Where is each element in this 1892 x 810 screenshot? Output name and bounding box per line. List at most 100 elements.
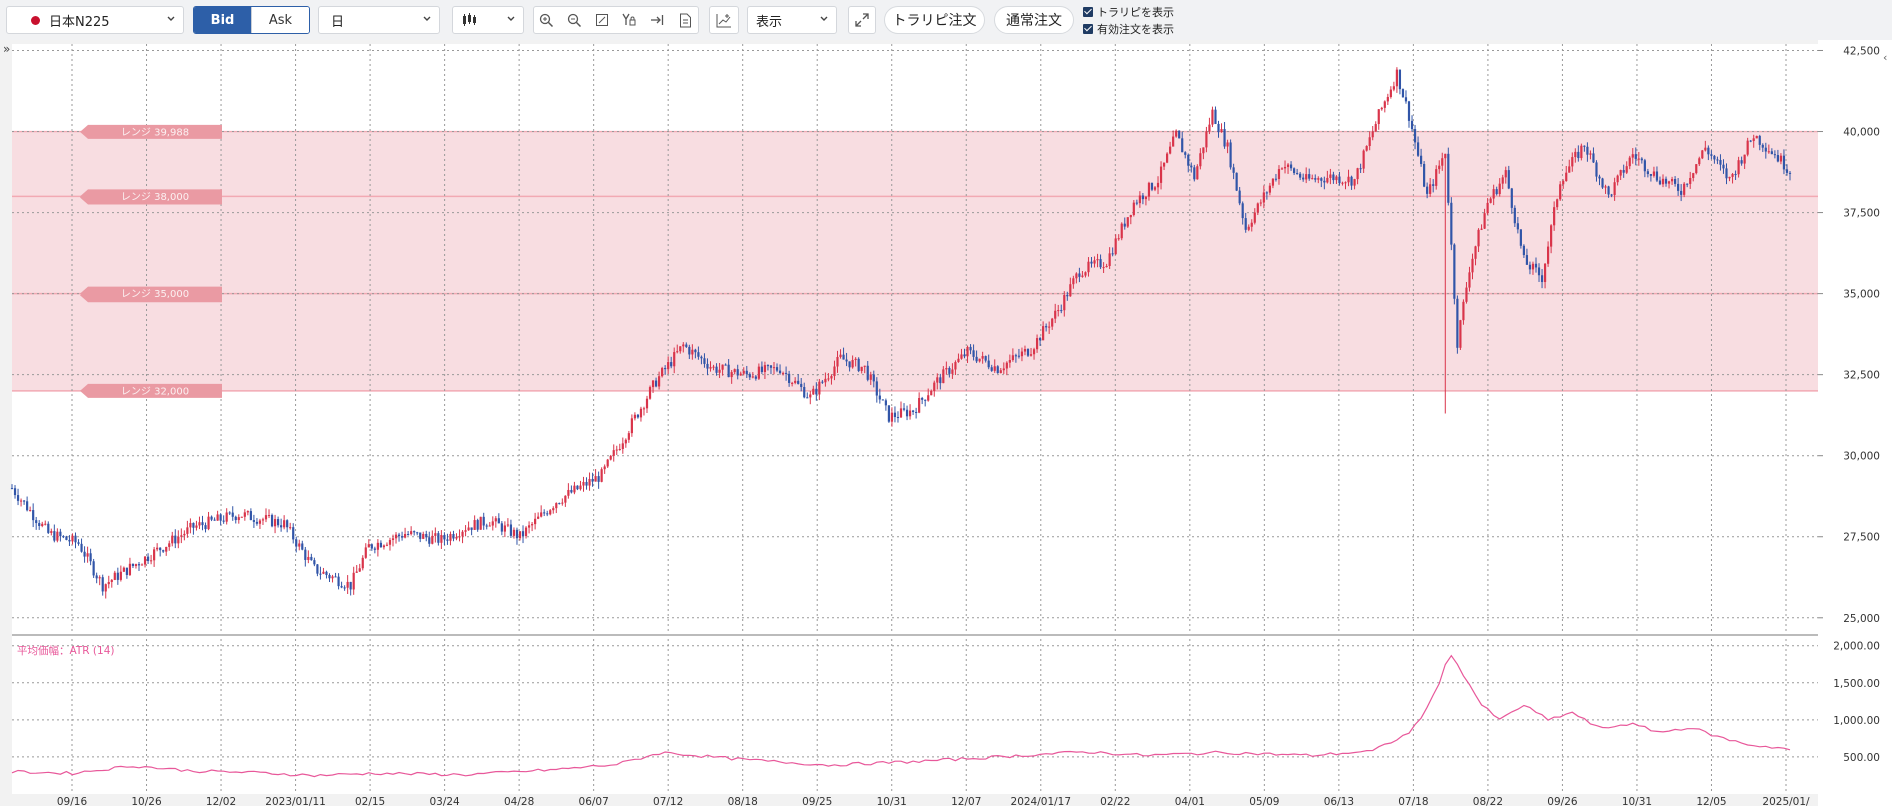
candle-body bbox=[597, 476, 600, 482]
range-tag-shape bbox=[80, 383, 222, 398]
display-select[interactable]: 表示 bbox=[747, 6, 837, 34]
symbol-select[interactable]: 日本N225 bbox=[6, 6, 184, 34]
candle-body bbox=[1271, 178, 1275, 186]
candle-body bbox=[815, 388, 818, 395]
candle-body bbox=[370, 544, 373, 549]
candle-body bbox=[896, 417, 900, 419]
candle-body bbox=[521, 531, 525, 537]
candle-body bbox=[742, 370, 745, 374]
candle-body bbox=[1005, 362, 1008, 369]
indicator-button[interactable] bbox=[709, 6, 739, 34]
candle-body bbox=[679, 346, 682, 352]
candle-body bbox=[591, 478, 594, 482]
candle-body bbox=[440, 534, 443, 543]
candle-body bbox=[1404, 97, 1408, 102]
candle-body bbox=[283, 520, 286, 528]
candle-body bbox=[585, 481, 588, 486]
candle-body bbox=[921, 398, 924, 400]
candle-body bbox=[1565, 172, 1568, 182]
candle-body bbox=[781, 372, 785, 374]
jump-latest-icon[interactable] bbox=[647, 10, 667, 30]
candle-body bbox=[987, 360, 990, 368]
candle-body bbox=[594, 476, 597, 482]
candle-body bbox=[615, 449, 618, 451]
candle-body bbox=[122, 567, 125, 572]
bid-button[interactable]: Bid bbox=[194, 7, 251, 33]
candle-body bbox=[10, 488, 14, 490]
show-trap-checkbox[interactable]: トラリピを表示 bbox=[1083, 4, 1174, 20]
candle-body bbox=[869, 374, 872, 380]
symbol-label: 日本N225 bbox=[49, 14, 110, 30]
candle-body bbox=[1190, 165, 1193, 168]
candle-body bbox=[400, 536, 404, 538]
candle-body bbox=[1178, 130, 1181, 139]
candle-body bbox=[506, 524, 510, 526]
candle-body bbox=[636, 414, 640, 418]
trap-order-button[interactable]: トラリピ注文 bbox=[884, 6, 985, 34]
candle-body bbox=[397, 534, 401, 537]
candle-body bbox=[355, 571, 358, 573]
candle-body bbox=[1181, 138, 1184, 153]
candle-body bbox=[630, 418, 633, 434]
candle-body bbox=[267, 515, 271, 517]
fullscreen-button[interactable] bbox=[848, 6, 876, 34]
candle-body bbox=[1102, 267, 1105, 269]
candle-body bbox=[963, 354, 966, 357]
candle-body bbox=[59, 531, 62, 537]
collapse-panel-button[interactable]: » bbox=[3, 42, 10, 56]
atr-tick-label: 2,000.00 bbox=[1833, 641, 1880, 653]
candle-body bbox=[1175, 130, 1178, 137]
chevron-down-icon bbox=[820, 16, 828, 21]
candle-body bbox=[252, 520, 256, 522]
candle-body bbox=[77, 542, 80, 544]
normal-order-button[interactable]: 通常注文 bbox=[994, 6, 1074, 34]
candle-body bbox=[1734, 174, 1737, 176]
zoom-in-icon[interactable] bbox=[536, 10, 556, 30]
candle-body bbox=[772, 367, 776, 369]
candle-body bbox=[264, 515, 268, 520]
expand-right-button[interactable]: ‹ bbox=[1883, 51, 1887, 64]
candle-body bbox=[1247, 226, 1250, 230]
candle-body bbox=[180, 535, 183, 537]
ask-button[interactable]: Ask bbox=[251, 7, 309, 33]
display-label: 表示 bbox=[756, 14, 783, 30]
candle-body bbox=[911, 410, 915, 412]
candle-body bbox=[624, 439, 627, 444]
candle-body bbox=[657, 376, 661, 387]
candle-body bbox=[62, 536, 65, 538]
candle-body bbox=[748, 374, 751, 378]
candle-body bbox=[927, 395, 930, 401]
candle-body bbox=[612, 450, 615, 456]
chart-type-select[interactable] bbox=[452, 6, 524, 34]
trap-range-band bbox=[12, 131, 1818, 391]
candle-body bbox=[1667, 181, 1671, 184]
candle-body bbox=[255, 521, 259, 524]
candle-body bbox=[1480, 228, 1483, 230]
show-active-orders-checkbox[interactable]: 有効注文を表示 bbox=[1083, 21, 1174, 37]
candle-body bbox=[757, 366, 760, 379]
fit-screen-icon[interactable] bbox=[592, 10, 612, 30]
candle-body bbox=[1202, 147, 1205, 154]
candle-body bbox=[727, 364, 730, 378]
candle-body bbox=[485, 525, 488, 527]
candle-body bbox=[1743, 154, 1746, 164]
candle-body bbox=[1755, 135, 1758, 139]
candle-body bbox=[818, 381, 821, 395]
candle-body bbox=[685, 344, 688, 347]
date-tick-label: 09/25 bbox=[802, 796, 832, 806]
zoom-out-icon[interactable] bbox=[564, 10, 584, 30]
candle-body bbox=[1559, 184, 1562, 200]
candle-body bbox=[237, 517, 240, 521]
candle-body bbox=[561, 502, 564, 504]
candle-body bbox=[1625, 166, 1628, 173]
candle-body bbox=[1616, 175, 1619, 183]
candle-body bbox=[754, 376, 757, 379]
price-lock-icon[interactable] bbox=[619, 10, 639, 30]
candle-body bbox=[1093, 260, 1096, 264]
document-icon[interactable] bbox=[675, 10, 695, 30]
atr-tick-label: 1,500.00 bbox=[1833, 678, 1880, 690]
period-select[interactable]: 日 bbox=[318, 6, 440, 34]
candle-body bbox=[376, 542, 379, 550]
